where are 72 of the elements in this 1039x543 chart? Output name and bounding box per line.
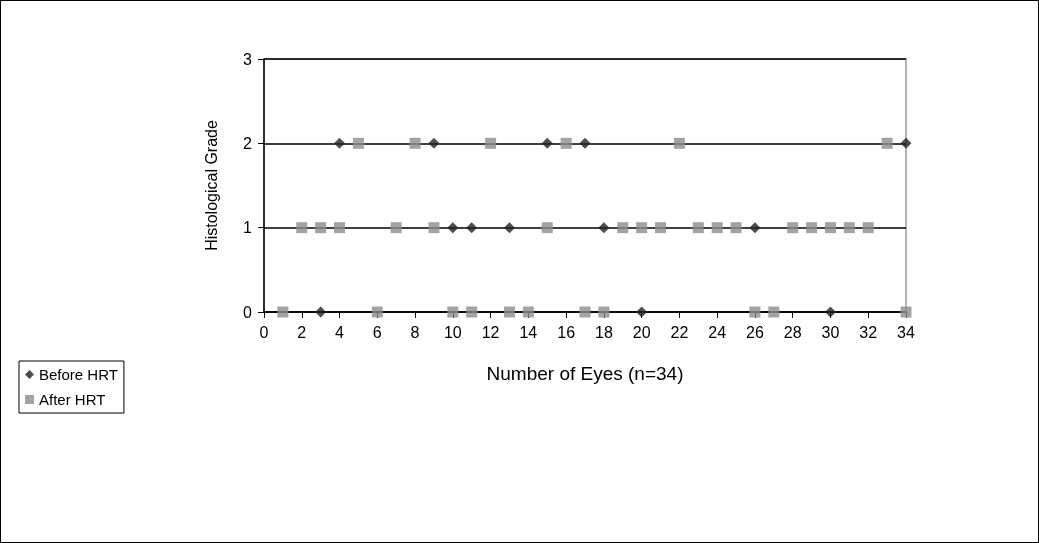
point <box>466 222 478 234</box>
point <box>428 222 440 234</box>
x-tick-label: 0 <box>259 323 269 341</box>
x-tick-label: 18 <box>594 323 613 341</box>
point <box>428 137 440 149</box>
point <box>315 222 327 234</box>
x-tick-label: 28 <box>783 323 802 341</box>
point <box>636 306 648 318</box>
x-tick-label: 16 <box>557 323 576 341</box>
y-tick-label: 1 <box>243 219 253 237</box>
point <box>277 306 289 318</box>
point <box>334 222 346 234</box>
y-axis-title: Histological Grade <box>202 120 220 251</box>
point <box>560 137 572 149</box>
point <box>409 137 421 149</box>
point <box>541 137 553 149</box>
point <box>485 137 497 149</box>
point <box>447 306 459 318</box>
point <box>315 306 327 318</box>
y-tick-label: 2 <box>243 134 253 152</box>
point <box>522 306 534 318</box>
x-tick-label: 22 <box>670 323 689 341</box>
point <box>390 222 402 234</box>
point <box>692 222 704 234</box>
point <box>711 222 723 234</box>
point <box>579 137 591 149</box>
x-tick-label: 24 <box>708 323 727 341</box>
x-tick-label: 4 <box>335 323 345 341</box>
point <box>503 222 515 234</box>
point <box>749 306 761 318</box>
point <box>371 306 383 318</box>
point <box>579 306 591 318</box>
point <box>824 222 836 234</box>
x-tick-label: 14 <box>519 323 538 341</box>
point <box>824 306 836 318</box>
point <box>352 137 364 149</box>
x-tick-label: 10 <box>443 323 462 341</box>
point <box>598 222 610 234</box>
x-tick-label: 2 <box>297 323 307 341</box>
x-tick-label: 6 <box>372 323 382 341</box>
x-tick-label: 26 <box>746 323 764 341</box>
point <box>636 222 648 234</box>
point <box>447 222 459 234</box>
x-tick-label: 30 <box>821 323 840 341</box>
point <box>296 222 308 234</box>
y-tick-label: 0 <box>243 303 253 321</box>
point <box>862 222 874 234</box>
x-tick-label: 20 <box>632 323 651 341</box>
point <box>334 137 346 149</box>
x-tick-label: 12 <box>481 323 500 341</box>
point <box>900 137 912 149</box>
point <box>673 137 685 149</box>
x-axis-title: Number of Eyes (n=34) <box>486 363 684 384</box>
point <box>881 137 893 149</box>
point <box>503 306 515 318</box>
point <box>730 222 742 234</box>
point <box>787 222 799 234</box>
point <box>749 222 761 234</box>
legend-label: Before HRT <box>39 366 118 383</box>
point <box>598 306 610 318</box>
legend-label: After HRT <box>39 391 106 408</box>
point <box>617 222 629 234</box>
point <box>655 222 667 234</box>
point <box>768 306 780 318</box>
x-tick-label: 34 <box>897 323 915 341</box>
x-tick-label: 8 <box>410 323 420 341</box>
point <box>541 222 553 234</box>
x-tick-label: 32 <box>859 323 878 341</box>
point <box>466 306 478 318</box>
point <box>843 222 855 234</box>
y-tick-label: 3 <box>243 50 253 68</box>
point <box>806 222 818 234</box>
